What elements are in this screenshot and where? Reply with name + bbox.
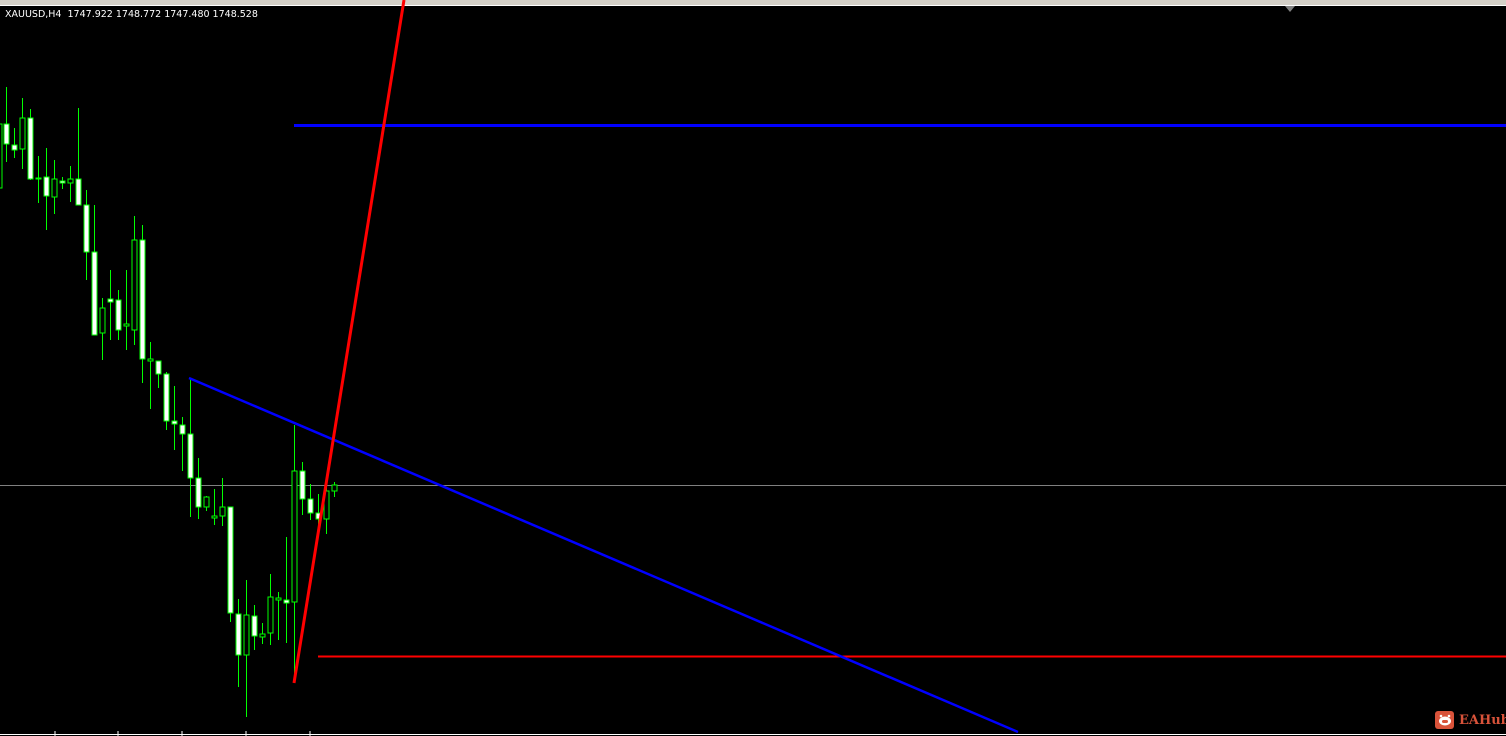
candle-body xyxy=(115,299,122,331)
candle-body xyxy=(139,239,146,360)
candle-body xyxy=(195,477,202,508)
eahub-watermark: EAHub xyxy=(1435,711,1506,729)
candle-body xyxy=(51,178,58,198)
ohlc-values: 1747.922 1748.772 1747.480 1748.528 xyxy=(67,9,258,20)
symbol-info: XAUUSD,H4 1747.922 1748.772 1747.480 174… xyxy=(5,9,258,20)
candle-body xyxy=(203,496,210,508)
candle-body xyxy=(155,360,162,375)
candle-body xyxy=(0,123,3,189)
candle-body xyxy=(35,177,42,180)
candle-body xyxy=(275,597,282,601)
watermark-text: EAHub xyxy=(1459,712,1506,728)
candle-body xyxy=(243,614,250,656)
candle-body xyxy=(291,470,298,603)
candle-body xyxy=(187,433,194,479)
candle-body xyxy=(219,506,226,517)
red-trendline[interactable] xyxy=(292,0,406,684)
candle-body xyxy=(91,251,98,336)
candle-body xyxy=(235,613,242,656)
candle-body xyxy=(267,596,274,634)
candle-body xyxy=(283,599,290,604)
candle-body xyxy=(147,358,154,362)
candle-body xyxy=(131,239,138,331)
symbol-timeframe: XAUUSD,H4 xyxy=(5,9,62,20)
candle-body xyxy=(43,176,50,197)
candle-body xyxy=(211,515,218,519)
candle-body xyxy=(11,144,18,151)
candle-body xyxy=(259,633,266,638)
candle-body xyxy=(107,298,114,303)
candle-body xyxy=(19,117,26,150)
blue-trendline[interactable] xyxy=(188,376,1019,734)
candle-body xyxy=(3,123,10,145)
window-top-border xyxy=(0,0,1506,6)
candle-body xyxy=(123,323,130,327)
candle-body xyxy=(83,204,90,253)
candle-body xyxy=(171,420,178,425)
candle-body xyxy=(59,180,66,184)
candle-body xyxy=(299,470,306,500)
candle-body xyxy=(99,307,106,334)
robot-icon xyxy=(1435,711,1454,729)
candle-body xyxy=(307,498,314,514)
candle-body xyxy=(331,484,338,492)
candle-body xyxy=(179,424,186,435)
candle-body xyxy=(251,615,258,637)
candle-body xyxy=(75,178,82,206)
candle-body xyxy=(163,373,170,422)
candle-body xyxy=(27,117,34,180)
candle-body xyxy=(227,506,234,614)
chart-shift-marker[interactable] xyxy=(1285,6,1295,12)
candle-body xyxy=(67,178,74,184)
